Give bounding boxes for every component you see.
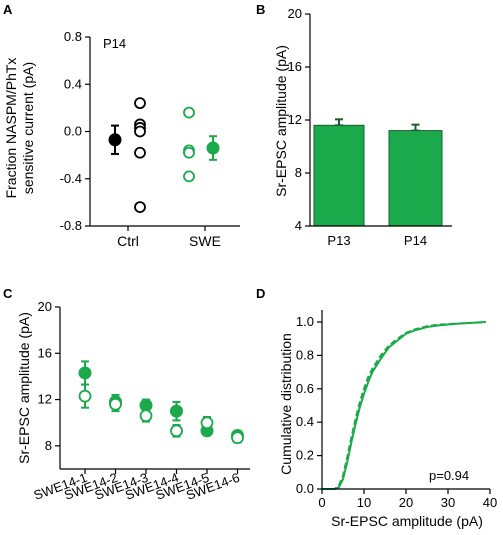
panel-a-ylabel-line1: Fraction NASPM/PhTx xyxy=(3,58,19,199)
panel-c-point-open xyxy=(109,397,122,411)
panel-d-ylabel: Cumulative distribution xyxy=(278,333,294,475)
panel-a-category-label: Ctrl xyxy=(117,233,139,249)
panel-c-point-open xyxy=(78,389,92,403)
panel-c-ytick-label: 20 xyxy=(38,299,52,314)
panel-c-ylabel: Sr-EPSC amplitude (pA) xyxy=(16,312,32,464)
panel-b-category-label: P13 xyxy=(327,233,350,248)
panel-a-point-ctrl xyxy=(134,97,146,110)
panel-b-ytick-label: 20 xyxy=(288,6,302,21)
panel-d-curve-dashed xyxy=(322,321,486,490)
panel-d-xtick-label: 40 xyxy=(483,495,497,510)
panel-a-ytick-label: 0.8 xyxy=(64,29,82,44)
panel-c-point-filled xyxy=(78,366,92,380)
panel-a-point-swe xyxy=(183,146,195,159)
panel-a-category-label: SWE xyxy=(189,233,221,249)
panel-b-category-label: P14 xyxy=(404,233,427,248)
panel-a-ytick-label: -0.8 xyxy=(60,218,82,233)
panel-b-bar-p13 xyxy=(313,124,365,227)
panel-d-ytick-label: 0.6 xyxy=(296,381,314,396)
panel-d-ytick-label: 0.0 xyxy=(296,481,314,496)
panel-c-point-open xyxy=(139,409,153,423)
panel-a-point-swe xyxy=(183,170,195,183)
panel-letter-a: A xyxy=(3,2,13,17)
panel-a-ytick-label: 0.0 xyxy=(64,124,82,139)
panel-a-annotation: P14 xyxy=(103,36,126,51)
panel-letter-d: D xyxy=(256,286,265,301)
panel-a-point-ctrl xyxy=(134,201,146,214)
panel-c-ytick-label: 8 xyxy=(45,438,52,453)
panel-d: D Cumulative distribution Sr-EPSC amplit… xyxy=(256,286,497,529)
panel-b-bar-p14 xyxy=(388,130,443,227)
panel-d-annotation: p=0.94 xyxy=(429,468,469,483)
panel-d-xtick-label: 10 xyxy=(357,495,371,510)
panel-d-ytick-label: 0.4 xyxy=(296,414,314,429)
panel-b: B Sr-EPSC amplitude (pA) 20 16 12 8 4 P13 P14 xyxy=(256,2,452,248)
panel-c-point-open xyxy=(170,424,183,438)
panel-a-point-ctrl xyxy=(134,125,146,138)
panel-c-point-open xyxy=(231,431,244,445)
panel-a: A P14 Fraction NASPM/PhTx sensitive curr… xyxy=(3,2,240,249)
panel-a-point-swe xyxy=(183,106,195,119)
panel-d-xtick-label: 0 xyxy=(318,495,325,510)
panel-a-ytick-label: -0.4 xyxy=(60,171,82,186)
panel-d-xtick-label: 30 xyxy=(441,495,455,510)
panel-d-xtick-label: 20 xyxy=(399,495,413,510)
panel-b-ytick-label: 16 xyxy=(288,59,302,74)
panel-a-ytick-label: 0.4 xyxy=(64,76,82,91)
panel-c-point-filled xyxy=(170,404,183,418)
panel-b-ytick-label: 4 xyxy=(295,218,302,233)
panel-c-ytick-label: 12 xyxy=(38,392,52,407)
panel-d-ytick-label: 0.8 xyxy=(296,347,314,362)
panel-a-point-ctrl xyxy=(134,146,146,159)
panel-b-ylabel: Sr-EPSC amplitude (pA) xyxy=(273,45,289,197)
panel-a-mean-ctrl xyxy=(108,133,122,147)
panel-a-ylabel-line2: sensitive current (pA) xyxy=(20,62,36,194)
panel-b-ytick-label: 12 xyxy=(288,112,302,127)
panel-letter-c: C xyxy=(3,286,13,301)
panel-c-ytick-label: 16 xyxy=(38,345,52,360)
panel-d-xlabel: Sr-EPSC amplitude (pA) xyxy=(331,513,483,529)
panel-d-ytick-label: 1.0 xyxy=(296,314,314,329)
panel-d-ytick-label: 0.2 xyxy=(296,448,314,463)
panel-c-point-open xyxy=(200,416,214,430)
panel-b-ytick-label: 8 xyxy=(295,165,302,180)
panel-letter-b: B xyxy=(256,2,265,17)
panel-a-mean-swe xyxy=(206,141,220,155)
